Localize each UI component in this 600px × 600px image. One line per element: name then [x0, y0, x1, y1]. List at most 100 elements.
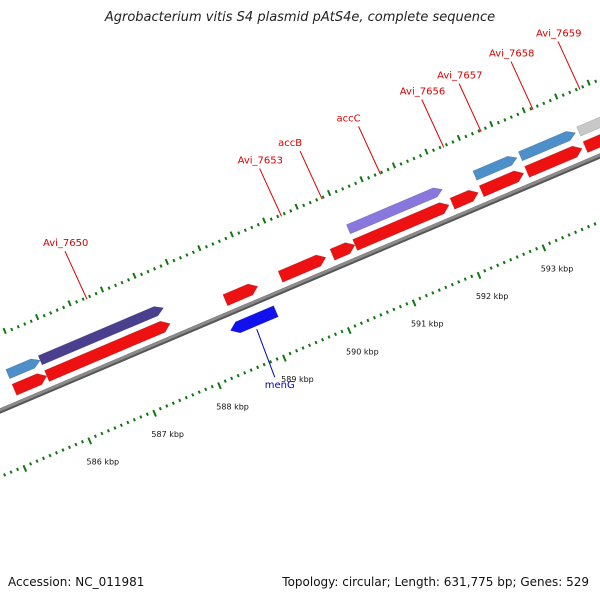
- ruler-tick: [119, 423, 123, 428]
- track-tick: [503, 118, 507, 122]
- gene-label-avi_7657[interactable]: Avi_7657: [437, 71, 482, 82]
- track-tick: [451, 140, 455, 144]
- ruler-tick: [392, 307, 396, 312]
- gene-label-avi_7658[interactable]: Avi_7658: [489, 49, 534, 60]
- gene-label-avi_7656[interactable]: Avi_7656: [400, 86, 445, 97]
- track-tick: [88, 294, 92, 299]
- ruler-tick: [340, 329, 344, 334]
- ruler-tick: [385, 310, 389, 314]
- ruler-tick: [106, 428, 110, 433]
- gene-label-accc[interactable]: accC: [337, 113, 361, 124]
- ruler-tick: [437, 288, 441, 292]
- cds-accb[interactable]: [329, 242, 356, 261]
- track-tick: [94, 291, 98, 296]
- cog-feature-0[interactable]: [5, 358, 41, 380]
- track-tick: [289, 209, 293, 213]
- gene-label-meng[interactable]: menG: [265, 380, 295, 391]
- cds-avi_7657[interactable]: [478, 170, 525, 198]
- ruler-tick: [593, 222, 597, 226]
- track-tick: [315, 198, 319, 202]
- cog-avi_7659[interactable]: [576, 116, 600, 137]
- cog-avi_7657[interactable]: [472, 155, 518, 181]
- track-tick: [99, 286, 105, 293]
- track-tick: [412, 156, 416, 161]
- cog-tick-track: [0, 79, 598, 337]
- ruler-tick: [366, 318, 370, 323]
- gene-label-avi_7653[interactable]: Avi_7653: [238, 155, 283, 166]
- track-tick: [359, 176, 364, 183]
- ruler-tick: [42, 456, 46, 461]
- ruler-tick: [333, 332, 338, 337]
- ruler-tick: [243, 371, 247, 375]
- ruler-tick: [353, 324, 357, 328]
- ruler-tick: [184, 395, 188, 400]
- leader-avi_7659: [557, 41, 581, 90]
- ruler-tick: [87, 437, 93, 445]
- track-tick: [2, 327, 7, 335]
- ruler-tick: [93, 434, 97, 439]
- ruler-tick: [359, 321, 363, 325]
- track-tick: [243, 228, 247, 232]
- ruler-tick: [295, 349, 299, 353]
- track-tick: [55, 308, 59, 312]
- topology-summary: Topology: circular; Length: 631,775 bp; …: [282, 575, 589, 589]
- track-tick: [535, 104, 539, 108]
- track-tick: [140, 272, 144, 277]
- track-tick: [581, 85, 585, 89]
- cds-avi_7656[interactable]: [449, 189, 479, 210]
- ruler-tick: [411, 299, 417, 307]
- cds-accc[interactable]: [352, 202, 450, 251]
- ruler-tick: [262, 362, 266, 367]
- ruler-tick: [16, 467, 20, 472]
- ruler-tick: [249, 368, 253, 372]
- ruler-tick: [22, 464, 28, 473]
- ruler-tick: [80, 440, 84, 444]
- ruler-tick: [3, 473, 7, 477]
- cog-accc[interactable]: [346, 187, 443, 235]
- ruler-tick: [288, 351, 292, 356]
- cds-feature-3[interactable]: [222, 283, 259, 307]
- ruler-tick: [171, 401, 175, 405]
- gene-features: [5, 116, 600, 396]
- gene-label-avi_7659[interactable]: Avi_7659: [536, 29, 581, 40]
- track-tick: [81, 297, 85, 301]
- cds-avi_7650[interactable]: [44, 320, 171, 382]
- track-tick: [489, 120, 494, 128]
- track-tick: [516, 112, 520, 117]
- map-title: Agrobacterium vitis S4 plasmid pAtS4e, c…: [104, 10, 496, 25]
- cds-feature-0[interactable]: [11, 373, 48, 396]
- cog-avi_7658[interactable]: [518, 131, 577, 162]
- ruler-tick: [236, 373, 240, 378]
- cds-avi_7653[interactable]: [277, 254, 327, 283]
- cog-avi_7650[interactable]: [37, 306, 165, 366]
- ruler-tick: [444, 285, 448, 290]
- cds-avi_7659[interactable]: [582, 131, 600, 153]
- cds-avi_7658[interactable]: [524, 145, 583, 178]
- ruler-tick: [132, 417, 136, 422]
- kbp-ruler: 586 kbp 587 kbp 588 kbp 589 kbp 590 kbp 591 k…: [3, 222, 597, 477]
- track-tick: [334, 189, 338, 194]
- ruler-tick: [418, 296, 422, 301]
- track-tick: [250, 225, 254, 230]
- track-tick: [269, 217, 273, 221]
- track-tick: [554, 93, 559, 100]
- ruler-tick: [204, 387, 208, 392]
- gene-label-accb[interactable]: accB: [278, 138, 302, 149]
- cds-meng[interactable]: [230, 305, 279, 334]
- ruler-tick: [100, 431, 104, 436]
- track-tick: [152, 267, 156, 271]
- track-tick: [16, 324, 20, 329]
- track-tick: [521, 107, 526, 114]
- track-tick: [568, 90, 572, 95]
- ruler-label-591: 591 kbp: [411, 320, 444, 329]
- track-tick: [294, 203, 299, 210]
- backbone-line: [0, 153, 600, 412]
- ruler-tick: [561, 235, 565, 240]
- ruler-tick: [67, 445, 71, 450]
- track-tick: [29, 319, 33, 323]
- ruler-tick: [197, 390, 201, 394]
- ruler-tick: [275, 357, 279, 361]
- ruler-tick: [457, 280, 461, 284]
- gene-label-avi_7650[interactable]: Avi_7650: [43, 238, 88, 249]
